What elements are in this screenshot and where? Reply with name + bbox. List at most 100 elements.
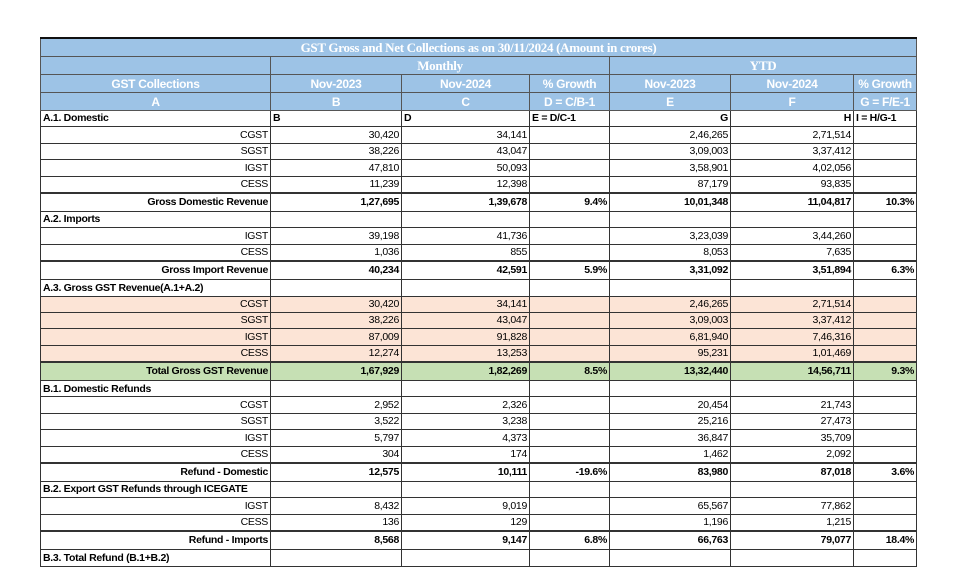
table-row: IGST 39,198 41,736 3,23,039 3,44,260 — [40, 227, 918, 245]
table-cell: 87,018 — [730, 462, 854, 483]
column-code: D = C/B-1 — [529, 92, 610, 111]
table-cell: 8,053 — [609, 243, 731, 262]
table-cell: 5.9% — [529, 260, 610, 281]
table-cell — [730, 481, 854, 499]
column-header: Nov-2024 — [730, 74, 854, 93]
table-cell — [529, 412, 610, 431]
table-cell: 42,591 — [401, 260, 530, 281]
row-label: Refund - Imports — [40, 530, 271, 551]
table-cell: 12,575 — [270, 462, 402, 483]
table-cell: 4,373 — [401, 429, 530, 447]
table-cell — [401, 380, 530, 398]
table-cell — [609, 279, 731, 297]
reference-cell: E = D/C-1 — [529, 109, 610, 128]
table-cell — [529, 311, 610, 330]
table-cell — [401, 549, 530, 567]
table-cell: 7,635 — [730, 243, 854, 262]
table-cell: 27,473 — [730, 412, 854, 431]
table-cell: 30,420 — [270, 295, 402, 313]
row-label: Gross Import Revenue — [40, 260, 271, 281]
monthly-group-header: Monthly — [270, 56, 610, 75]
table-cell: 2,092 — [730, 445, 854, 464]
table-cell: 6,81,940 — [609, 328, 731, 346]
table-cell — [270, 549, 402, 567]
table-cell: 10.3% — [852, 191, 918, 212]
table-cell: 1,196 — [609, 513, 731, 532]
table-row: SGST 3,522 3,238 25,216 27,473 — [40, 412, 918, 431]
table-cell: 1,67,929 — [270, 361, 402, 382]
table-cell: 10,111 — [401, 462, 530, 483]
table-cell — [852, 126, 918, 144]
row-label: CGST — [40, 396, 271, 414]
section-row: B.1. Domestic Refunds — [40, 380, 918, 398]
table-cell: 79,077 — [730, 530, 854, 551]
table-cell — [852, 279, 918, 297]
ytd-group-header: YTD — [608, 56, 918, 75]
column-code: E — [609, 92, 731, 111]
row-label: Refund - Domestic — [40, 462, 271, 483]
table-cell — [852, 295, 918, 313]
table-cell — [730, 210, 854, 229]
table-cell — [529, 481, 610, 499]
reference-cell: B — [270, 109, 402, 128]
table-cell: 1,39,678 — [401, 191, 530, 212]
table-cell: 7,46,316 — [730, 328, 854, 346]
table-cell — [852, 429, 918, 447]
total-row: Refund - Domestic 12,575 10,111 -19.6% 83,98… — [40, 462, 918, 483]
row-label: CESS — [40, 513, 271, 532]
table-cell — [529, 126, 610, 144]
table-cell: 9.3% — [852, 361, 918, 382]
table-cell: 3,238 — [401, 412, 530, 431]
table-cell: 93,835 — [730, 175, 854, 194]
table-cell — [730, 380, 854, 398]
table-cell — [852, 513, 918, 532]
row-label: CESS — [40, 243, 271, 262]
table-cell: 855 — [401, 243, 530, 262]
total-row: Refund - Imports 8,568 9,147 6.8% 66,763 79,0… — [40, 530, 918, 551]
table-cell: 36,847 — [609, 429, 731, 447]
row-label: IGST — [40, 328, 271, 346]
table-cell: 6.8% — [529, 530, 610, 551]
table-cell — [852, 344, 918, 363]
table-cell: 38,226 — [270, 311, 402, 330]
table-cell: 18.4% — [852, 530, 918, 551]
table-cell — [270, 481, 402, 499]
row-label: Total Gross GST Revenue — [40, 361, 271, 382]
table-cell: 1,82,269 — [401, 361, 530, 382]
table-cell: 40,234 — [270, 260, 402, 281]
reference-cell: D — [401, 109, 530, 128]
table-row: CGST 2,952 2,326 20,454 21,743 — [40, 396, 918, 414]
row-label: CGST — [40, 295, 271, 313]
row-label: IGST — [40, 429, 271, 447]
table-cell: 2,46,265 — [609, 295, 731, 313]
table-cell — [852, 311, 918, 330]
table-cell: 43,047 — [401, 142, 530, 161]
table-cell — [270, 210, 402, 229]
table-cell: 8,568 — [270, 530, 402, 551]
table-cell — [852, 497, 918, 515]
table-cell — [401, 279, 530, 297]
table-cell: 3,23,039 — [609, 227, 731, 245]
table-cell: 91,828 — [401, 328, 530, 346]
table-cell: 13,32,440 — [609, 361, 731, 382]
table-cell — [529, 429, 610, 447]
table-cell: 83,980 — [609, 462, 731, 483]
table-cell: 3.6% — [852, 462, 918, 483]
column-header: GST Collections — [40, 74, 271, 93]
table-cell — [529, 513, 610, 532]
table-cell — [852, 142, 918, 161]
column-code: F — [730, 92, 854, 111]
row-label: CESS — [40, 344, 271, 363]
table-row: CESS 136 129 1,196 1,215 — [40, 513, 918, 532]
table-cell — [852, 328, 918, 346]
blank-header — [40, 56, 271, 75]
table-cell — [270, 380, 402, 398]
table-cell: 3,44,260 — [730, 227, 854, 245]
table-cell: 1,036 — [270, 243, 402, 262]
table-row: CGST 30,420 34,141 2,46,265 2,71,514 — [40, 295, 918, 313]
table-cell — [852, 159, 918, 177]
row-label: B.3. Total Refund (B.1+B.2) — [40, 549, 271, 567]
table-cell — [529, 295, 610, 313]
table-row: SGST 38,226 43,047 3,09,003 3,37,412 — [40, 142, 918, 161]
table-row: CESS 12,274 13,253 95,231 1,01,469 — [40, 344, 918, 363]
